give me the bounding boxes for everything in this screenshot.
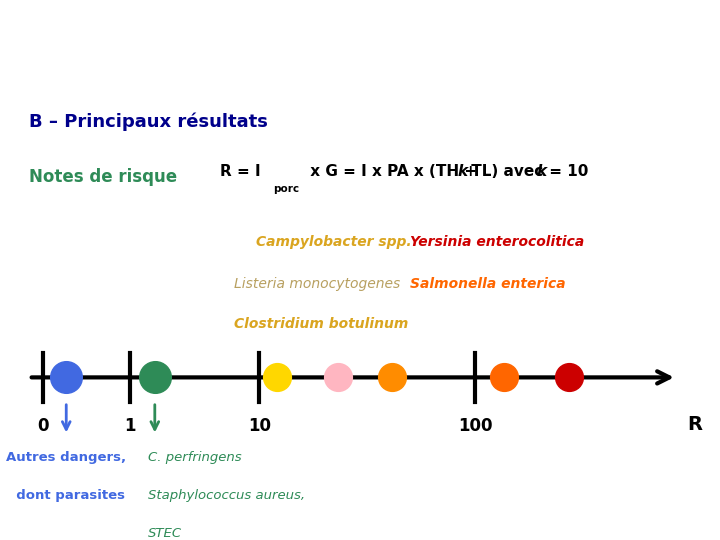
Point (333, 373, 344, 382)
Point (60, 373, 72, 382)
Point (563, 373, 575, 382)
Text: Salmonella enterica: Salmonella enterica (410, 277, 566, 291)
Text: x G = I x PA x (TH +: x G = I x PA x (TH + (305, 165, 482, 179)
Text: Yersinia enterocolitica: Yersinia enterocolitica (410, 235, 585, 249)
Point (498, 373, 510, 382)
Text: dont parasites: dont parasites (7, 489, 125, 502)
Text: R = I: R = I (220, 165, 260, 179)
Text: Campylobacter spp.: Campylobacter spp. (256, 235, 411, 249)
Text: Clostridium botulinum: Clostridium botulinum (234, 317, 408, 331)
Point (387, 373, 398, 382)
Text: B – Principaux résultats: B – Principaux résultats (29, 112, 268, 131)
Text: Notes de risque: Notes de risque (29, 168, 177, 186)
Text: 10: 10 (248, 417, 271, 435)
Text: 1: 1 (124, 417, 135, 435)
Text: = 10: = 10 (544, 165, 589, 179)
Text: Autres dangers,: Autres dangers, (6, 451, 126, 464)
Text: Staphylococcus aureus,: Staphylococcus aureus, (148, 489, 305, 502)
Point (271, 373, 283, 382)
Text: C. perfringens: C. perfringens (148, 451, 241, 464)
Point (149, 373, 161, 382)
Text: TL) avec: TL) avec (466, 165, 549, 179)
Text: R: R (688, 415, 703, 434)
Text: 0: 0 (37, 417, 49, 435)
Text: Listeria monocytogenes: Listeria monocytogenes (234, 277, 400, 291)
Text: k: k (458, 165, 468, 179)
Text: STEC: STEC (148, 526, 181, 539)
Text: Hiérarchisation des dangers et quantification de la valeur: Hiérarchisation des dangers et quantific… (30, 23, 690, 43)
Text: k: k (536, 165, 546, 179)
Text: porc: porc (274, 185, 300, 194)
Text: informative de examen macroscopique des carcasses: informative de examen macroscopique des … (56, 64, 664, 83)
Text: 100: 100 (458, 417, 492, 435)
